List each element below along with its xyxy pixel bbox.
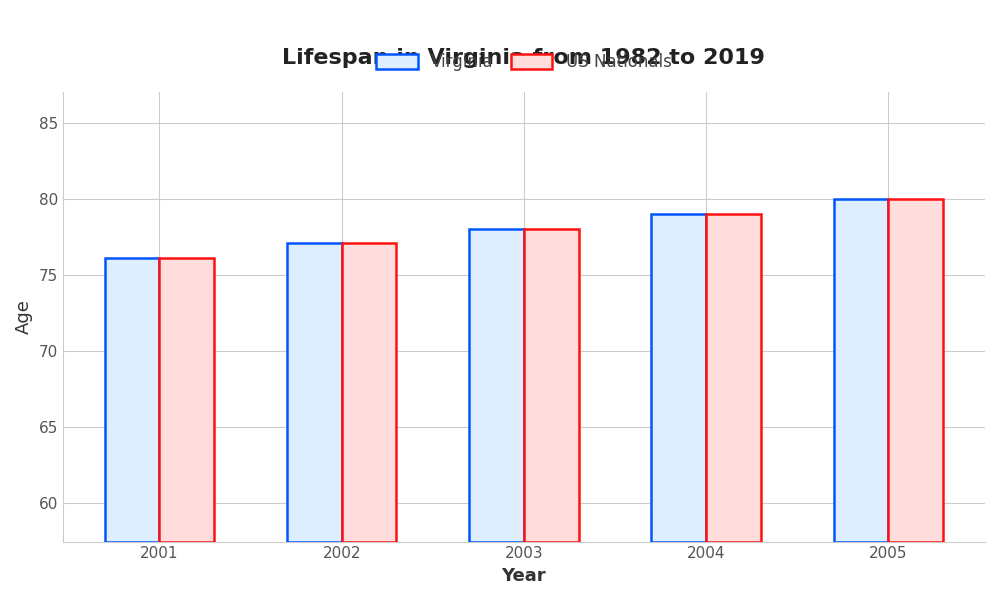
Bar [888,199,943,542]
Bar [342,243,396,542]
X-axis label: Year: Year [502,567,546,585]
Bar [105,258,159,542]
Legend: Virginia, US Nationals: Virginia, US Nationals [370,47,678,78]
Bar [706,214,761,542]
Bar [524,229,579,542]
Bar [159,258,214,542]
Y-axis label: Age: Age [15,299,33,334]
Bar [287,243,342,542]
Bar [834,199,888,542]
Bar [469,229,524,542]
Title: Lifespan in Virginia from 1982 to 2019: Lifespan in Virginia from 1982 to 2019 [282,49,765,68]
Bar [651,214,706,542]
